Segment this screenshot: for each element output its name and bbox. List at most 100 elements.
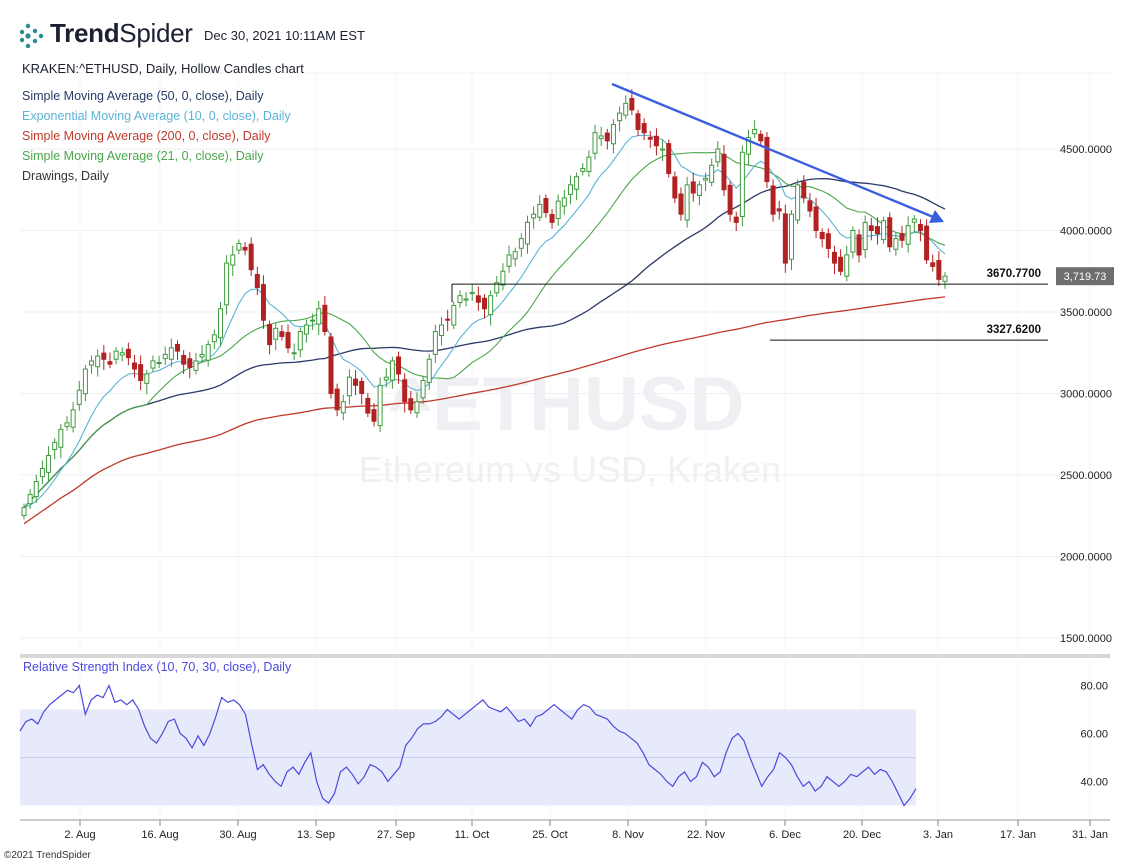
candlestick-series: [21, 89, 948, 520]
candle-body: [365, 397, 371, 414]
time-tick-label: 27. Sep: [377, 829, 415, 841]
candle-body: [629, 97, 635, 111]
candle-body: [647, 137, 653, 140]
time-tick-label: 11. Oct: [455, 829, 490, 841]
candle-body: [746, 137, 752, 155]
candle-body: [917, 223, 923, 231]
candle-body: [267, 324, 273, 346]
candle-body: [874, 226, 880, 235]
candle-body: [672, 176, 678, 199]
candle-body: [567, 184, 573, 195]
candle-body: [623, 102, 629, 116]
brand-name: TrendSpider: [50, 18, 193, 48]
time-tick-label: 20. Dec: [843, 829, 881, 841]
downtrend-line: [611, 82, 939, 221]
candle-body: [82, 368, 88, 395]
last-price-label: 3,719.73: [1064, 271, 1107, 283]
candle-body: [199, 353, 205, 358]
legend-sma-50[interactable]: Simple Moving Average (50, 0, close), Da…: [22, 89, 264, 103]
candle-body: [389, 360, 395, 381]
candle-body: [64, 422, 70, 427]
rsi-pane: 80.00 60.00 40.00 Relative Strength Index (…: [19, 660, 1108, 807]
candle-body: [432, 331, 438, 355]
time-tick-label: 30. Aug: [219, 829, 256, 841]
candle-body: [95, 355, 101, 368]
candle-body: [696, 184, 702, 196]
ticker-line: KRAKEN:^ETHUSD, Daily, Hollow Candles ch…: [22, 61, 304, 76]
candle-body: [187, 358, 193, 368]
candle-body: [125, 348, 131, 359]
candle-body: [371, 409, 377, 422]
legend-sma-200[interactable]: Simple Moving Average (200, 0, close), D…: [22, 129, 271, 143]
copyright: ©2021 TrendSpider: [4, 850, 91, 861]
candle-body: [488, 295, 494, 316]
candle-body: [236, 243, 242, 251]
price-tick-label: 1500.0000: [1060, 633, 1112, 645]
time-tick-label: 25. Oct: [532, 829, 567, 841]
candle-body: [844, 254, 850, 277]
candle-body: [260, 284, 266, 321]
level-low-label: 3327.6200: [987, 324, 1041, 336]
legend-drawings[interactable]: Drawings, Daily: [22, 169, 109, 183]
candle-body: [782, 213, 788, 264]
candle-body: [518, 238, 524, 249]
candle-body: [408, 398, 414, 411]
candle-body: [396, 356, 402, 375]
candle-body: [377, 384, 383, 427]
candle-body: [709, 164, 715, 183]
candle-body: [254, 274, 260, 289]
candle-body: [211, 334, 217, 343]
candle-body: [175, 343, 180, 352]
candle-body: [924, 225, 930, 261]
candle-body: [512, 251, 518, 260]
candle-body: [27, 494, 33, 505]
candle-body: [868, 225, 874, 231]
candle-body: [303, 324, 309, 335]
candle-body: [445, 318, 451, 321]
sma-21-line: [23, 151, 946, 508]
candle-body: [500, 270, 506, 286]
legend-sma-21[interactable]: Simple Moving Average (21, 0, close), Da…: [22, 149, 264, 163]
candle-body: [758, 133, 764, 142]
price-tick-label: 3500.0000: [1060, 307, 1112, 319]
candle-body: [739, 151, 745, 217]
candle-body: [813, 206, 819, 231]
candle-body: [475, 295, 481, 303]
price-tick-label: 2500.0000: [1060, 470, 1112, 482]
candle-body: [752, 128, 758, 135]
candle-body: [586, 156, 592, 172]
candle-body: [33, 481, 39, 498]
candle-body: [107, 361, 113, 365]
candle-body: [604, 132, 610, 142]
rsi-tick-label: 60.00: [1080, 729, 1108, 741]
candle-body: [494, 282, 500, 294]
candle-body: [770, 185, 776, 215]
candle-body: [402, 379, 408, 403]
candle-body: [248, 243, 254, 271]
candle-body: [543, 198, 549, 214]
candle-body: [537, 203, 543, 218]
drawings[interactable]: 3670.7700 3327.6200: [451, 82, 1048, 341]
candle-body: [310, 319, 316, 322]
candle-body: [340, 401, 346, 414]
trendspider-logo-icon: [18, 22, 46, 55]
candle-body: [666, 143, 672, 174]
candle-body: [217, 308, 223, 339]
candle-body: [334, 388, 340, 411]
candle-body: [463, 298, 469, 301]
candle-body: [856, 234, 862, 256]
candle-body: [132, 362, 138, 370]
candle-body: [451, 304, 457, 326]
candle-body: [850, 230, 856, 253]
candle-body: [789, 213, 794, 260]
candle-body: [838, 256, 844, 272]
candle-body: [641, 123, 647, 134]
candle-body: [420, 379, 426, 399]
candle-body: [113, 350, 119, 360]
legend-ema-10[interactable]: Exponential Moving Average (10, 0, close…: [22, 109, 291, 123]
candle-body: [825, 233, 831, 249]
candle-body: [684, 184, 690, 221]
candle-body: [414, 401, 420, 414]
candle-body: [524, 221, 530, 245]
